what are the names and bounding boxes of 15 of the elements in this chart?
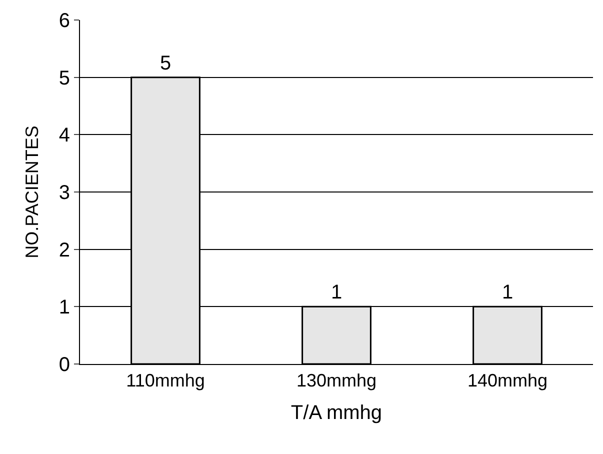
x-axis-title: T/A mmhg	[290, 402, 382, 424]
x-tick-label: 130mmhg	[296, 370, 377, 391]
y-tick-label: 4	[58, 124, 70, 147]
y-tick-label: 1	[58, 296, 70, 319]
y-tick-label: 5	[58, 67, 70, 90]
y-axis-title: NO.PACIENTES	[22, 126, 42, 258]
x-tick-label: 110mmhg	[126, 370, 205, 391]
data-label: 5	[160, 52, 172, 74]
x-tick-label: 140mmhg	[467, 370, 548, 391]
y-tick-label: 3	[58, 182, 70, 204]
y-tick-label: 6	[58, 10, 70, 32]
data-label: 1	[330, 282, 342, 304]
y-tick-label: 2	[58, 239, 70, 262]
data-label: 1	[502, 282, 514, 304]
y-tick-label: 0	[58, 354, 70, 376]
